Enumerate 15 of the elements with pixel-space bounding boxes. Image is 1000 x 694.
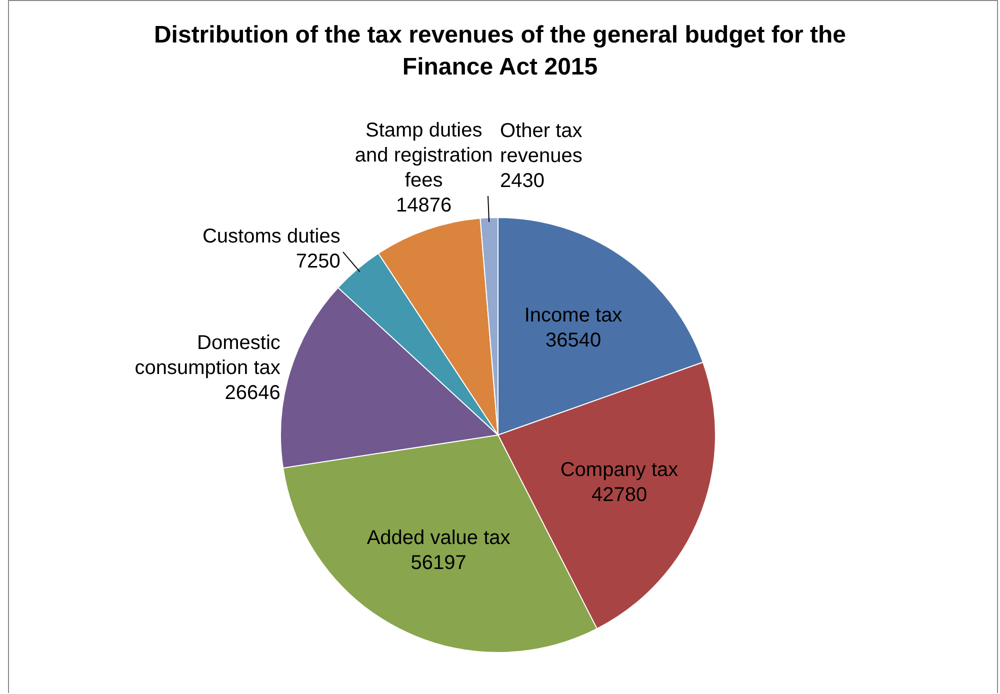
chart-title: Distribution of the tax revenues of the general budget for the Finance Act 2015	[154, 22, 846, 81]
data-label: 7250	[296, 250, 340, 272]
data-label: 2430	[500, 170, 545, 192]
slice-label: Other tax revenues	[500, 120, 582, 168]
slice-label: Domestic consumption tax	[134, 332, 280, 380]
slice-label: Stamp duties and registration fees	[354, 119, 493, 192]
slice-label: Added value tax	[366, 527, 510, 550]
data-label: 26646	[224, 382, 280, 404]
slice-label: Income tax	[524, 304, 622, 326]
data-label: 56197	[410, 552, 466, 574]
slice-label: Company tax	[560, 459, 678, 482]
data-label: 42780	[591, 484, 648, 506]
data-label: 36540	[545, 329, 602, 352]
data-label: 14876	[396, 194, 452, 216]
slice-label: Customs duties	[202, 225, 340, 248]
